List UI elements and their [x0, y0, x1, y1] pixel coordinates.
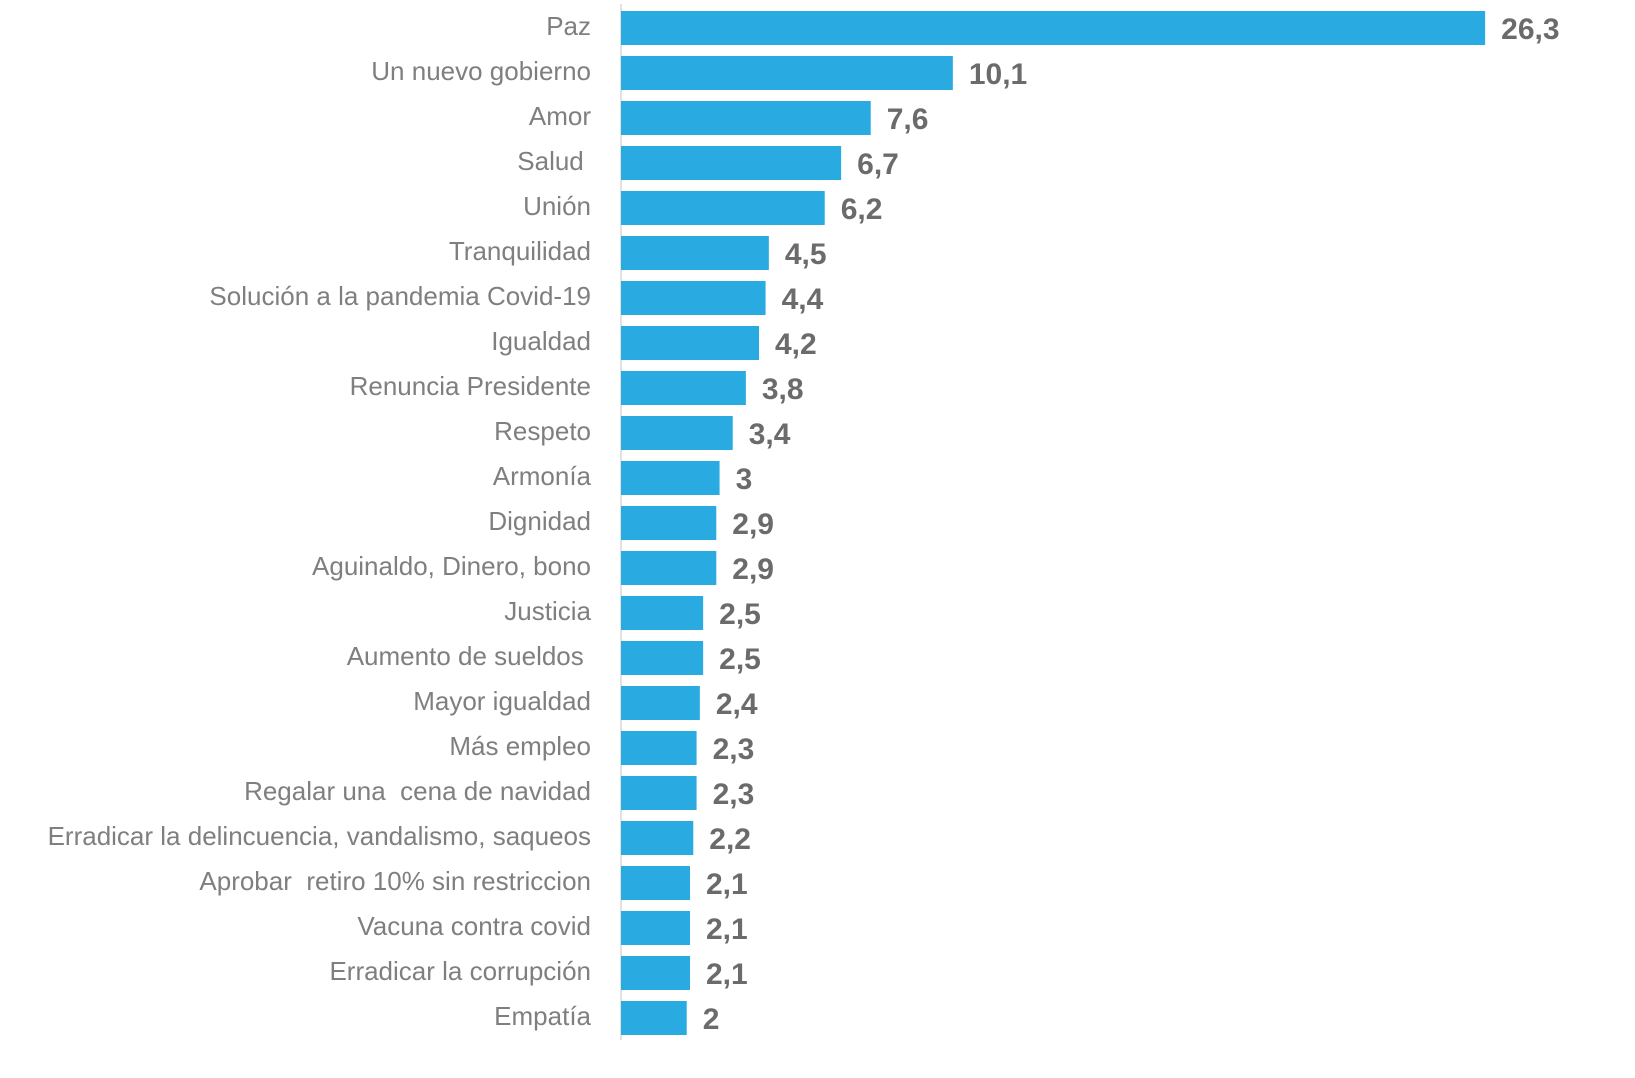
category-label: Amor	[529, 101, 591, 131]
value-label: 4,5	[785, 238, 827, 271]
value-label: 26,3	[1501, 13, 1559, 46]
category-label: Un nuevo gobierno	[371, 56, 591, 86]
category-label: Aguinaldo, Dinero, bono	[312, 551, 591, 581]
bar	[621, 236, 769, 270]
value-label: 2	[703, 1003, 720, 1036]
bar	[621, 416, 733, 450]
bar	[621, 551, 717, 585]
category-label: Regalar una cena de navidad	[244, 776, 591, 806]
value-label: 2,1	[706, 868, 748, 901]
category-label: Justicia	[504, 596, 591, 626]
value-label: 2,1	[706, 913, 748, 946]
value-label: 6,2	[841, 193, 883, 226]
value-label: 3	[736, 463, 753, 496]
value-label: 4,2	[775, 328, 817, 361]
category-label: Unión	[523, 191, 591, 221]
category-label: Vacuna contra covid	[357, 911, 591, 941]
bar	[621, 956, 690, 990]
bar	[621, 371, 746, 405]
category-label: Dignidad	[488, 506, 591, 536]
value-label: 2,3	[713, 778, 755, 811]
category-label: Mayor igualdad	[413, 686, 591, 716]
category-label: Paz	[546, 11, 591, 41]
value-label: 2,9	[732, 553, 774, 586]
bar	[621, 866, 690, 900]
value-label: 4,4	[782, 283, 824, 316]
category-label: Armonía	[493, 461, 592, 491]
bar	[621, 191, 825, 225]
category-label: Empatía	[494, 1001, 591, 1031]
category-label: Renuncia Presidente	[350, 371, 591, 401]
category-label: Erradicar la delincuencia, vandalismo, s…	[48, 821, 591, 851]
bar	[621, 911, 690, 945]
category-label: Respeto	[494, 416, 591, 446]
value-label: 2,1	[706, 958, 748, 991]
bar	[621, 326, 759, 360]
bar	[621, 641, 704, 675]
category-label: Tranquilidad	[449, 236, 591, 266]
value-label: 2,2	[709, 823, 751, 856]
bar	[621, 56, 953, 90]
bar	[621, 821, 694, 855]
category-label: Erradicar la corrupción	[329, 956, 591, 986]
bar	[621, 596, 704, 630]
value-label: 2,5	[719, 643, 761, 676]
category-label: Igualdad	[491, 326, 591, 356]
bar	[621, 1001, 687, 1035]
bar	[621, 146, 842, 180]
category-label: Más empleo	[449, 731, 591, 761]
bar	[621, 731, 697, 765]
bar	[621, 461, 720, 495]
bar	[621, 776, 697, 810]
bar	[621, 506, 717, 540]
bar	[621, 101, 871, 135]
value-label: 3,8	[762, 373, 804, 406]
value-label: 2,4	[716, 688, 758, 721]
value-label: 10,1	[969, 58, 1027, 91]
category-label: Salud	[517, 146, 591, 176]
bar	[621, 686, 700, 720]
bar	[621, 281, 766, 315]
category-label: Aprobar retiro 10% sin restriccion	[199, 866, 591, 896]
value-label: 2,5	[719, 598, 761, 631]
value-label: 3,4	[749, 418, 791, 451]
category-label: Solución a la pandemia Covid-19	[209, 281, 591, 311]
value-label: 2,9	[732, 508, 774, 541]
value-label: 6,7	[857, 148, 899, 181]
value-label: 7,6	[887, 103, 929, 136]
category-label: Aumento de sueldos	[347, 641, 591, 671]
bar	[621, 11, 1486, 45]
value-label: 2,3	[713, 733, 755, 766]
